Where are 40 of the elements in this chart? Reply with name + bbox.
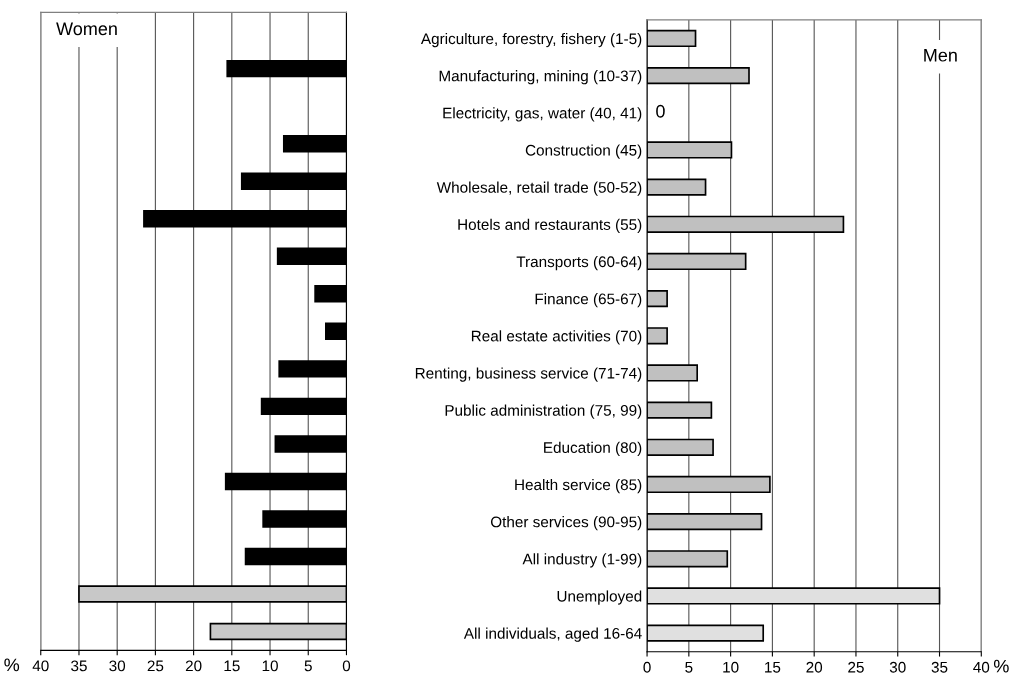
y-tick-label: Transports (60-64) — [516, 255, 642, 271]
x-tick-label: 15 — [765, 661, 781, 673]
x-tick-label: 40 — [973, 661, 990, 673]
y-tick-label: Renting, business service (71-74) — [415, 367, 642, 382]
chart-title: Women — [56, 22, 117, 36]
y-tick-label: Real estate activities (70) — [471, 330, 642, 345]
x-tick-label: 10 — [723, 661, 739, 673]
y-tick-label: Manufacturing, mining (10-37) — [439, 70, 642, 85]
y-tick-label: All industry (1-99) — [522, 553, 642, 568]
y-tick-label: All individuals, aged 16-64 — [463, 627, 642, 642]
x-tick-label: 25 — [848, 661, 864, 673]
x-tick-label: 10 — [262, 660, 278, 672]
x-axis-title: % — [993, 659, 1009, 673]
x-axis-title: % — [4, 658, 20, 672]
y-tick-label: Public administration (75, 99) — [445, 404, 642, 419]
text: Men — [924, 48, 957, 62]
y-tick-label: Agriculture, forestry, fishery (1-5) — [420, 32, 642, 48]
x-tick-label: 35 — [931, 661, 948, 673]
x-tick-label: 25 — [147, 660, 164, 672]
x-tick-label: 40 — [32, 660, 49, 672]
x-tick-label: 30 — [109, 660, 126, 672]
y-tick-label: Construction (45) — [525, 144, 642, 159]
x-tick-label: 15 — [224, 660, 240, 672]
y-tick-label: Electricity, gas, water (40, 41) — [443, 107, 642, 122]
y-tick-label: Wholesale, retail trade (50-52) — [436, 181, 642, 196]
y-tick-label: Finance (65-67) — [535, 293, 642, 308]
x-tick-label: 30 — [889, 661, 906, 673]
x-tick-label: 35 — [71, 660, 87, 672]
x-tick-label: 5 — [304, 660, 312, 672]
x-tick-label: 0 — [342, 660, 351, 672]
x-tick-label: 0 — [643, 661, 651, 673]
y-tick-label: Health service (85) — [515, 478, 642, 494]
x-tick-label: 5 — [685, 661, 693, 673]
x-tick-label: 20 — [806, 661, 823, 673]
y-tick-label: Hotels and restaurants (55) — [458, 218, 642, 233]
y-tick-label: Education (80) — [544, 441, 642, 456]
x-tick-label: 20 — [185, 660, 202, 672]
y-tick-label: Unemployed — [557, 590, 642, 605]
data-label: 0 — [656, 104, 665, 118]
y-tick-label: Other services (90-95) — [490, 516, 642, 531]
